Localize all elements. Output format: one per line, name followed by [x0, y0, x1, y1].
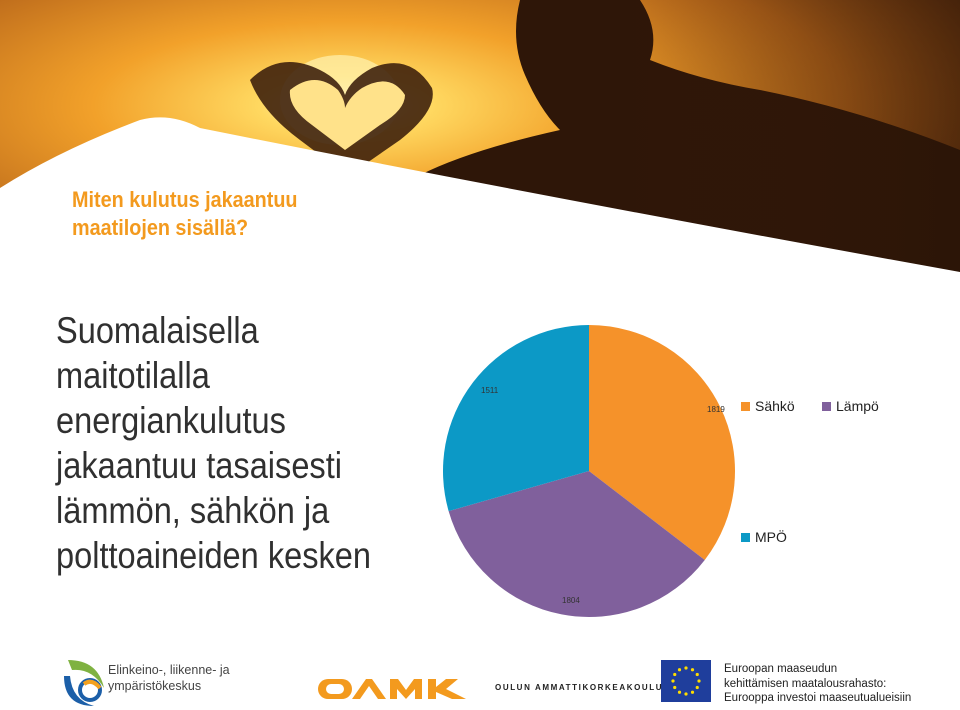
pie-slice-0 — [589, 325, 735, 560]
eu-star — [673, 685, 677, 690]
eu-star — [690, 668, 695, 672]
pie-data-label-2: 1511 — [481, 386, 499, 395]
slide-heading: Miten kulutus jakaantuu maatilojen sisäl… — [72, 186, 360, 242]
pie-data-label-0: 1819 — [707, 405, 725, 414]
ely-logo-text: Elinkeino-, liikenne- ja ympäristökeskus — [108, 662, 230, 694]
white-wave — [0, 117, 960, 320]
legend-label-lampo: Lämpö — [836, 398, 879, 414]
body-line-6: polttoaineiden kesken — [56, 535, 371, 576]
eu-logo-text: Euroopan maaseudun kehittämisen maatalou… — [724, 662, 911, 706]
heading-line-2: maatilojen sisällä? — [72, 215, 249, 240]
eu-star — [690, 690, 695, 694]
eu-star — [677, 690, 682, 694]
footer-logos — [64, 660, 711, 706]
eu-star — [677, 668, 682, 672]
legend-label-sahko: Sähkö — [755, 398, 795, 414]
eu-star — [671, 679, 675, 683]
legend-mpo: MPÖ — [741, 529, 787, 545]
body-line-3: energiankulutus — [56, 400, 286, 441]
eu-star — [673, 672, 677, 677]
eu-line-3: Eurooppa investoi maaseutualueisiin — [724, 692, 912, 704]
ely-line-2: ympäristökeskus — [108, 679, 202, 693]
body-line-4: jakaantuu tasaisesti — [56, 445, 342, 486]
heading-line-1: Miten kulutus jakaantuu — [72, 187, 298, 212]
body-text: Suomalaisella maitotilalla energiankulut… — [56, 308, 390, 578]
legend-sahko: Sähkö — [741, 398, 795, 414]
ely-logo-mark — [64, 660, 104, 706]
oamk-name: OULUN AMMATTIKORKEAKOULU — [495, 683, 664, 692]
eu-star — [695, 672, 699, 677]
eu-star — [697, 679, 701, 683]
eu-flag — [661, 660, 711, 702]
legend-swatch-lampo — [822, 401, 831, 411]
pie-data-label-1: 1804 — [562, 596, 580, 605]
eu-star — [684, 666, 688, 670]
eu-star — [684, 692, 688, 696]
pie-slice-1 — [448, 471, 705, 617]
eu-line-2: kehittämisen maatalousrahasto: — [724, 677, 887, 690]
pie-chart: 1819 1804 1511 — [443, 325, 735, 617]
legend-label-mpo: MPÖ — [755, 529, 787, 545]
hero-photo — [0, 0, 960, 320]
pie-slice-2 — [443, 325, 589, 512]
legend-swatch-sahko — [741, 401, 750, 411]
legend-lampo: Lämpö — [822, 398, 879, 414]
eu-line-1: Euroopan maaseudun — [724, 663, 838, 675]
body-line-1: Suomalaisella — [56, 310, 259, 351]
body-line-5: lämmön, sähkön ja — [56, 490, 330, 531]
body-line-2: maitotilalla — [56, 355, 210, 396]
oamk-logo — [318, 679, 466, 699]
ely-line-1: Elinkeino-, liikenne- ja — [108, 663, 230, 677]
eu-star — [695, 685, 699, 690]
legend-swatch-mpo — [741, 532, 750, 542]
